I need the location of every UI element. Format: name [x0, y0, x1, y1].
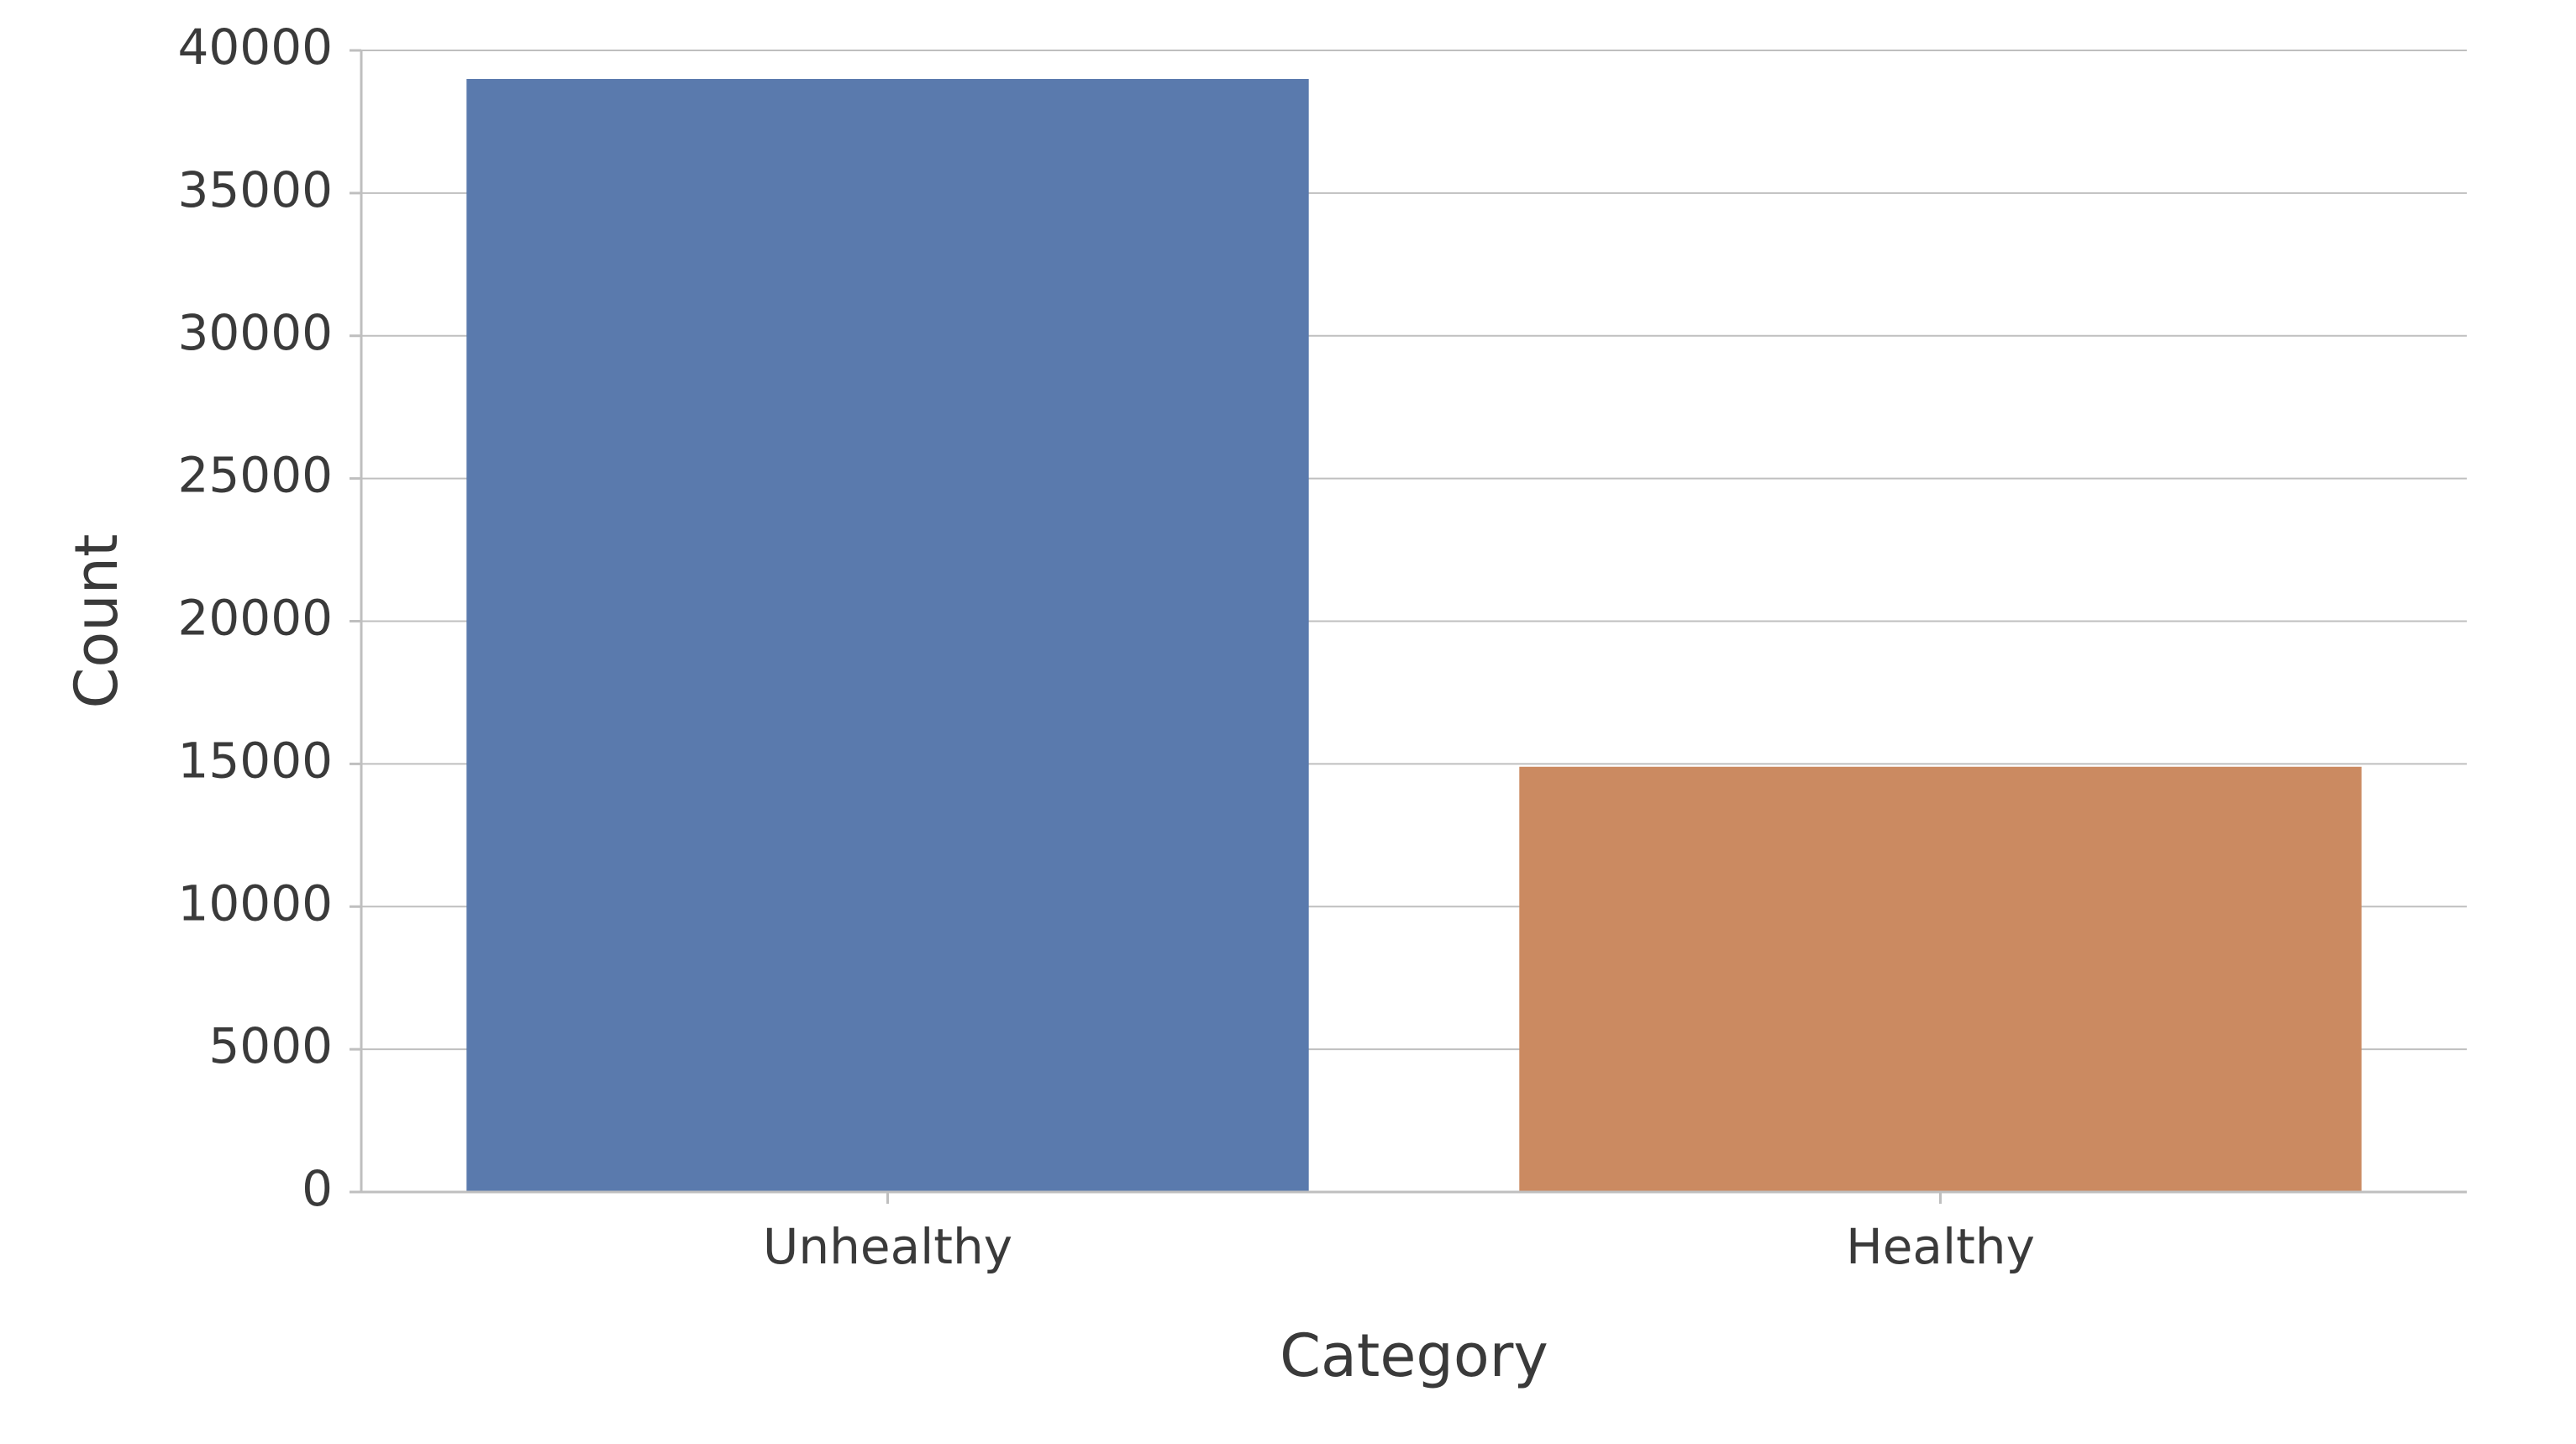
- y-tick-label: 0: [302, 1160, 333, 1217]
- y-tick-label: 35000: [177, 161, 333, 218]
- y-tick-label: 15000: [177, 732, 333, 789]
- y-axis-label: Count: [62, 534, 131, 709]
- x-axis-label: Category: [1280, 1321, 1548, 1390]
- y-tick-label: 20000: [177, 590, 333, 647]
- bar-chart: 0 5000 10000 15000 20000 25000 30000 35000 40000…: [0, 0, 2576, 1444]
- chart-container: 0 5000 10000 15000 20000 25000 30000 35000 40000…: [0, 0, 2576, 1444]
- bar: [466, 79, 1308, 1192]
- y-tick-label: 40000: [177, 18, 333, 76]
- y-tick-label: 25000: [177, 447, 333, 504]
- y-tick-label: 5000: [208, 1017, 333, 1074]
- x-tick-label: Healthy: [1846, 1218, 2035, 1275]
- y-tick-label: 10000: [177, 874, 333, 932]
- x-tick-label: Unhealthy: [763, 1218, 1012, 1275]
- y-tick-label: 30000: [177, 304, 333, 361]
- bar: [1519, 767, 2361, 1192]
